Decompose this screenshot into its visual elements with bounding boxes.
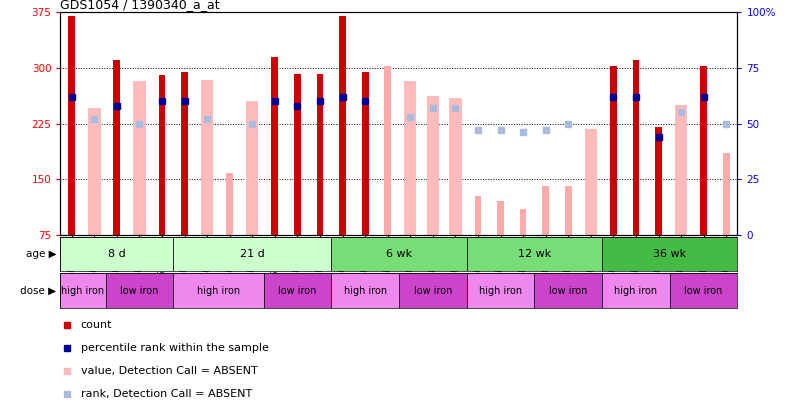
Bar xyxy=(201,80,214,235)
Text: high iron: high iron xyxy=(479,286,522,296)
Bar xyxy=(602,237,737,271)
Bar xyxy=(339,16,346,235)
Text: 36 wk: 36 wk xyxy=(653,249,687,259)
Bar xyxy=(173,273,264,308)
Text: high iron: high iron xyxy=(61,286,105,296)
Bar xyxy=(565,186,571,235)
Bar xyxy=(534,273,602,308)
Bar xyxy=(399,273,467,308)
Text: high iron: high iron xyxy=(614,286,658,296)
Text: low iron: low iron xyxy=(278,286,317,296)
Text: high iron: high iron xyxy=(343,286,387,296)
Text: low iron: low iron xyxy=(413,286,452,296)
Bar xyxy=(60,273,106,308)
Bar xyxy=(60,237,173,271)
Text: 12 wk: 12 wk xyxy=(517,249,551,259)
Bar xyxy=(88,108,101,235)
Bar xyxy=(467,273,534,308)
Text: 8 d: 8 d xyxy=(108,249,126,259)
Text: 21 d: 21 d xyxy=(240,249,264,259)
Bar xyxy=(700,66,707,235)
Bar xyxy=(449,98,462,235)
Bar xyxy=(542,186,549,235)
Bar xyxy=(633,60,639,235)
Text: 6 wk: 6 wk xyxy=(386,249,412,259)
Text: GDS1054 / 1390340_a_at: GDS1054 / 1390340_a_at xyxy=(60,0,220,11)
Text: rank, Detection Call = ABSENT: rank, Detection Call = ABSENT xyxy=(81,389,252,399)
Text: value, Detection Call = ABSENT: value, Detection Call = ABSENT xyxy=(81,366,257,376)
Bar xyxy=(655,127,662,235)
Bar xyxy=(246,101,259,235)
Bar xyxy=(520,209,526,235)
Bar xyxy=(159,75,165,235)
Bar xyxy=(272,57,278,235)
Bar xyxy=(497,202,504,235)
Bar xyxy=(331,273,399,308)
Text: high iron: high iron xyxy=(197,286,240,296)
Bar xyxy=(133,81,146,235)
Text: count: count xyxy=(81,320,112,330)
Bar xyxy=(317,74,323,235)
Bar xyxy=(475,196,481,235)
Bar xyxy=(331,237,467,271)
Bar xyxy=(467,237,602,271)
Bar xyxy=(404,81,417,235)
Bar xyxy=(384,66,391,235)
Bar xyxy=(670,273,737,308)
Bar xyxy=(181,72,188,235)
Bar xyxy=(362,72,368,235)
Text: percentile rank within the sample: percentile rank within the sample xyxy=(81,343,268,353)
Bar xyxy=(610,66,617,235)
Bar xyxy=(69,16,75,235)
Bar xyxy=(602,273,670,308)
Bar xyxy=(106,273,173,308)
Bar xyxy=(584,130,597,235)
Text: low iron: low iron xyxy=(120,286,159,296)
Text: age ▶: age ▶ xyxy=(26,249,56,259)
Bar xyxy=(294,74,301,235)
Bar xyxy=(226,173,233,235)
Bar xyxy=(675,105,688,235)
Bar xyxy=(264,273,331,308)
Text: low iron: low iron xyxy=(549,286,588,296)
Bar xyxy=(173,237,331,271)
Bar xyxy=(723,153,729,235)
Text: dose ▶: dose ▶ xyxy=(20,286,56,296)
Bar xyxy=(426,96,439,235)
Text: low iron: low iron xyxy=(684,286,723,296)
Bar xyxy=(114,60,120,235)
